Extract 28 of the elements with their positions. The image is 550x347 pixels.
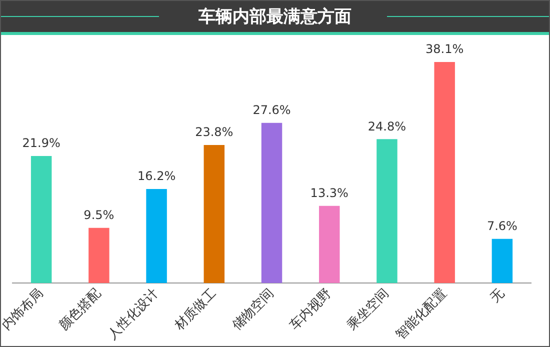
bar xyxy=(204,144,225,284)
data-label: 23.8% xyxy=(195,125,234,140)
data-label: 16.2% xyxy=(137,169,176,184)
x-tick-label: 智能化配置 xyxy=(393,286,450,343)
data-label: 24.8% xyxy=(368,119,406,134)
bar xyxy=(30,156,52,284)
x-tick-label: 人性化设计 xyxy=(105,286,162,343)
chart-title: 车辆内部最满意方面 xyxy=(198,6,352,28)
x-tick-label: 车内视野 xyxy=(287,286,335,334)
bar xyxy=(434,62,455,284)
bar xyxy=(261,122,282,284)
data-label: 38.1% xyxy=(426,42,464,56)
data-label: 7.6% xyxy=(486,219,518,234)
data-label: 9.5% xyxy=(84,208,114,222)
bar xyxy=(88,228,110,284)
x-tick-label: 储物空间 xyxy=(230,286,277,334)
x-tick-label: 无 xyxy=(488,286,508,306)
bar xyxy=(492,238,513,284)
x-tick-label: 颜色搭配 xyxy=(56,286,104,334)
bar xyxy=(319,206,340,284)
x-tick-label: 乘坐空间 xyxy=(344,286,392,334)
data-label: 21.9% xyxy=(22,136,60,150)
data-label: 13.3% xyxy=(310,186,348,200)
bar xyxy=(146,189,167,284)
x-tick-label: 材质做工 xyxy=(171,286,220,334)
x-tick-label: 内饰布局 xyxy=(0,286,47,334)
data-label: 27.6% xyxy=(252,103,291,118)
bar xyxy=(376,139,398,284)
